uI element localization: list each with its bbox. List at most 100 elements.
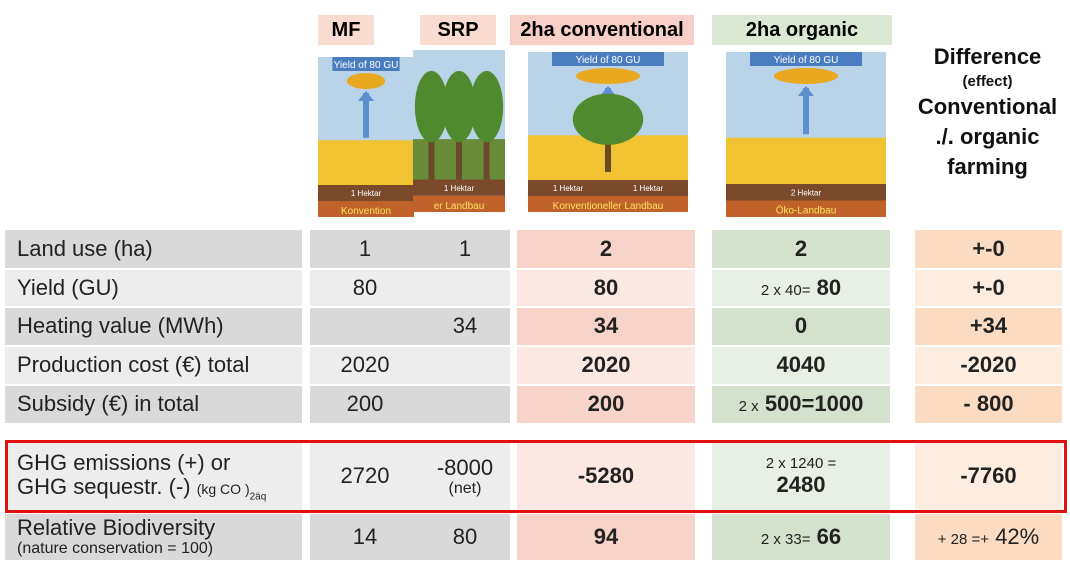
cell-value: +-0 — [972, 237, 1004, 261]
yield-label: Yield of 80 GU — [576, 55, 641, 66]
difference-line: Conventional — [905, 92, 1070, 122]
table-cell: +-0 — [915, 270, 1062, 306]
highlight-box — [5, 440, 1067, 513]
cell-line: Yield (GU) — [17, 276, 119, 300]
yield-label: Yield of 80 GU — [334, 60, 399, 71]
cell-value: - 800 — [963, 392, 1013, 416]
cell-main: Land use (ha) — [17, 236, 153, 261]
tree-crown — [573, 94, 643, 145]
image-label: Konvention — [341, 206, 391, 217]
table-cell: 2020 — [310, 347, 420, 384]
field — [726, 138, 886, 184]
table-cell: 1 — [310, 230, 420, 268]
row-label: Relative Biodiversity(nature conservatio… — [5, 514, 302, 560]
column-header: 2ha organic — [712, 15, 892, 45]
cell-line: 2 x 33= 66 — [761, 525, 841, 549]
difference-line: Difference — [905, 42, 1070, 72]
image-label: Konventioneller Landbau — [553, 201, 664, 212]
table-cell: 2 x 40= 80 — [712, 270, 890, 306]
cell-value: 80 — [353, 276, 377, 300]
cell-prefix: 2 x — [739, 398, 759, 415]
table-cell — [310, 308, 420, 345]
table-cell: 1 — [420, 230, 510, 268]
cell-line: 2 x 500=1000 — [739, 392, 864, 416]
row-label: Land use (ha) — [5, 230, 302, 268]
cell-value: 80 — [453, 525, 477, 549]
cell-line: Production cost (€) total — [17, 353, 249, 377]
column-header: SRP — [420, 15, 496, 45]
cell-value: 1 — [459, 237, 471, 261]
cell-value: 2020 — [582, 353, 631, 377]
cell-main: Heating value (MWh) — [17, 313, 224, 338]
cell-prefix: 2 x 40= — [761, 282, 811, 299]
cell-main: 80 — [817, 275, 841, 300]
cell-main: 42% — [995, 524, 1039, 549]
table-cell: 0 — [712, 308, 890, 345]
difference-line: ./. organic — [905, 122, 1070, 152]
yield-label: Yield of 80 GU — [774, 55, 839, 66]
table-cell: + 28 =+ 42% — [915, 514, 1062, 560]
grain-pile — [774, 68, 838, 84]
slide: MF SRP 2ha conventional 2ha organic Diff… — [0, 0, 1070, 563]
cell-value: 80 — [594, 276, 618, 300]
table-cell — [420, 386, 510, 423]
cell-value: +-0 — [972, 276, 1004, 300]
cell-main: 66 — [817, 524, 841, 549]
row-label: Subsidy (€) in total — [5, 386, 302, 423]
table-cell: 34 — [517, 308, 695, 345]
table-cell — [420, 270, 510, 306]
plot-label: 1 Hektar — [633, 184, 664, 193]
table-cell: 80 — [517, 270, 695, 306]
table-cell: 80 — [310, 270, 420, 306]
cell-value: 200 — [347, 392, 384, 416]
table-cell: 200 — [310, 386, 420, 423]
table-cell: -2020 — [915, 347, 1062, 384]
table-cell: 2 — [517, 230, 695, 268]
cell-main: Production cost (€) total — [17, 352, 249, 377]
table-cell: - 800 — [915, 386, 1062, 423]
plot-label: 1 Hektar — [351, 189, 382, 198]
table-cell: 2 — [712, 230, 890, 268]
illustration: Yield of 80 GU 1 Hektar Konvention — [318, 57, 414, 217]
table-cell: +-0 — [915, 230, 1062, 268]
image-label: er Landbau — [434, 201, 485, 212]
cell-value: 200 — [588, 392, 625, 416]
table-cell — [420, 347, 510, 384]
table-cell: 200 — [517, 386, 695, 423]
cell-value: 1 — [359, 237, 371, 261]
grain-pile — [347, 73, 385, 89]
table-cell: 2020 — [517, 347, 695, 384]
cell-value: -2020 — [960, 353, 1016, 377]
row-label: Production cost (€) total — [5, 347, 302, 384]
column-header: MF — [318, 15, 374, 45]
field — [318, 140, 414, 185]
cell-value: 0 — [795, 314, 807, 338]
cell-prefix: 2 x 33= — [761, 531, 811, 548]
grain-pile — [576, 68, 640, 84]
cell-prefix: + 28 =+ — [938, 531, 989, 548]
cell-value: +34 — [970, 314, 1007, 338]
table-cell: 2 x 500=1000 — [712, 386, 890, 423]
cell-line: Heating value (MWh) — [17, 314, 224, 338]
row-label: Yield (GU) — [5, 270, 302, 306]
table-cell: 94 — [517, 514, 695, 560]
difference-line: (effect) — [905, 72, 1070, 92]
plot-label: 2 Hektar — [791, 189, 822, 198]
cell-value: 94 — [594, 525, 618, 549]
cell-value: 2 — [795, 237, 807, 261]
table-cell: 14 — [310, 514, 420, 560]
difference-line: farming — [905, 152, 1070, 182]
cell-main: Yield (GU) — [17, 275, 119, 300]
table-cell: 80 — [420, 514, 510, 560]
cell-main: Subsidy (€) in total — [17, 391, 199, 416]
cell-value: 34 — [453, 314, 477, 338]
cell-line: 2 x 40= 80 — [761, 276, 841, 300]
plot-label: 1 Hektar — [444, 184, 475, 193]
table-cell: 34 — [420, 308, 510, 345]
tree-crown — [470, 71, 503, 142]
cell-value: 2020 — [341, 353, 390, 377]
table-cell: +34 — [915, 308, 1062, 345]
cell-line: Land use (ha) — [17, 237, 153, 261]
cell-main: Relative Biodiversity — [17, 515, 215, 540]
